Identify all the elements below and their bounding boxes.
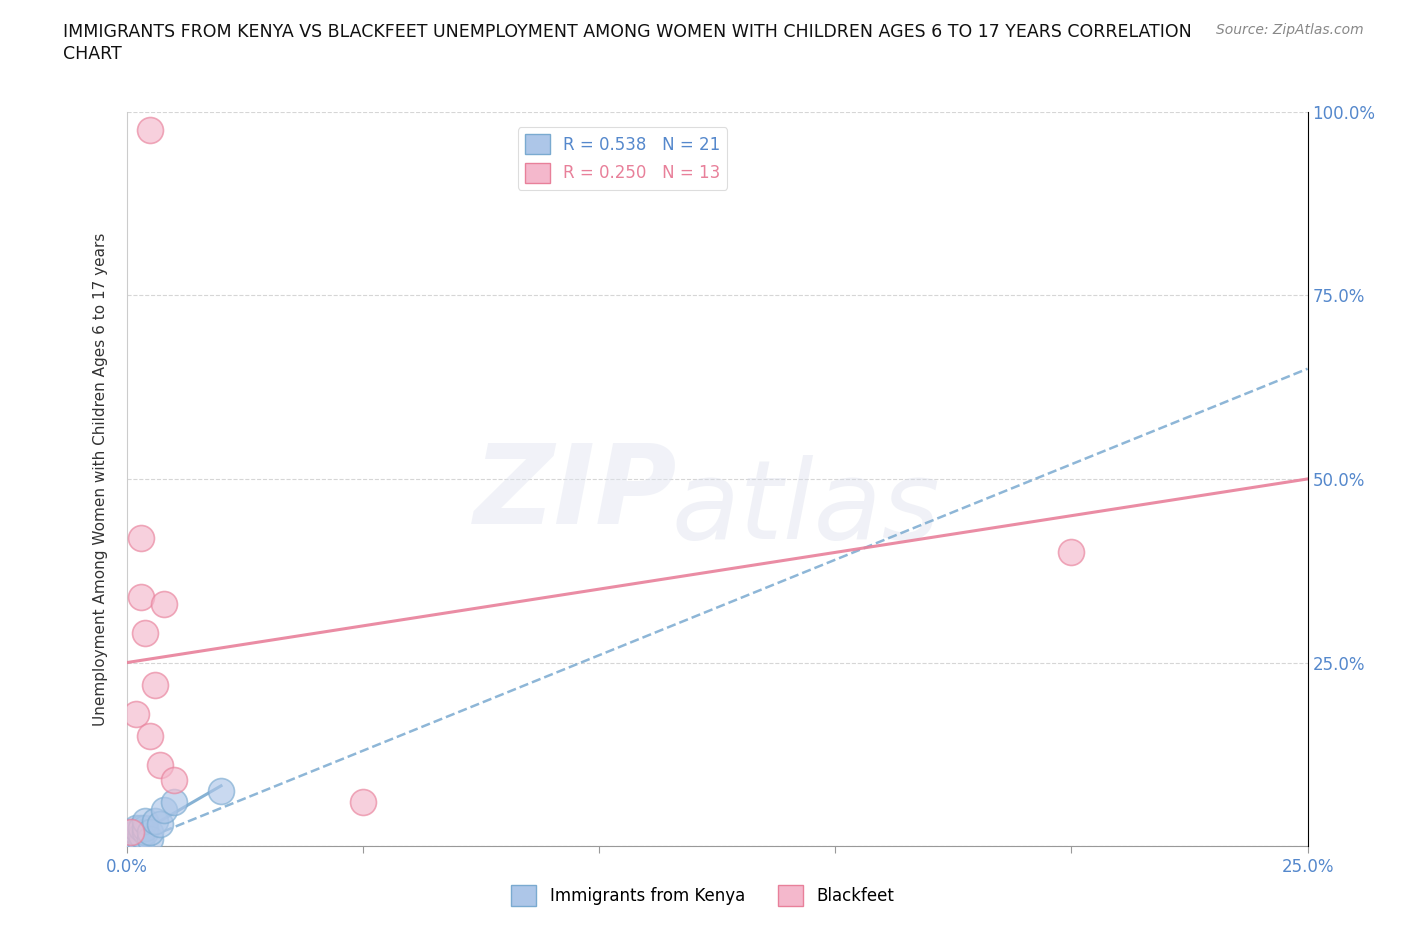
Point bbox=[129, 828, 152, 843]
Text: Source: ZipAtlas.com: Source: ZipAtlas.com bbox=[1216, 23, 1364, 37]
Point bbox=[149, 817, 172, 831]
Text: atlas: atlas bbox=[671, 455, 941, 562]
Legend: R = 0.538   N = 21, R = 0.250   N = 13: R = 0.538 N = 21, R = 0.250 N = 13 bbox=[519, 127, 727, 190]
Point bbox=[129, 820, 152, 835]
Point bbox=[120, 824, 142, 839]
Point bbox=[120, 824, 142, 839]
Point bbox=[143, 677, 166, 692]
Point bbox=[134, 820, 156, 835]
Text: CHART: CHART bbox=[63, 45, 122, 62]
Point bbox=[125, 831, 148, 846]
Point bbox=[129, 530, 152, 545]
Point bbox=[153, 596, 176, 611]
Text: ZIP: ZIP bbox=[474, 440, 678, 547]
Point bbox=[139, 824, 162, 839]
Point bbox=[139, 123, 162, 138]
Point bbox=[163, 773, 186, 788]
Point bbox=[209, 784, 232, 799]
Point bbox=[1060, 545, 1083, 560]
Point bbox=[125, 824, 148, 839]
Point bbox=[134, 824, 156, 839]
Point bbox=[153, 802, 176, 817]
Point bbox=[352, 795, 374, 810]
Point bbox=[129, 835, 152, 850]
Point bbox=[139, 831, 162, 846]
Point bbox=[134, 813, 156, 828]
Text: IMMIGRANTS FROM KENYA VS BLACKFEET UNEMPLOYMENT AMONG WOMEN WITH CHILDREN AGES 6: IMMIGRANTS FROM KENYA VS BLACKFEET UNEMP… bbox=[63, 23, 1192, 41]
Point bbox=[120, 835, 142, 850]
Point bbox=[125, 835, 148, 850]
Point bbox=[125, 820, 148, 835]
Legend: Immigrants from Kenya, Blackfeet: Immigrants from Kenya, Blackfeet bbox=[505, 879, 901, 912]
Point bbox=[143, 813, 166, 828]
Point bbox=[134, 626, 156, 641]
Point bbox=[120, 831, 142, 846]
Point bbox=[120, 828, 142, 843]
Point bbox=[149, 758, 172, 773]
Y-axis label: Unemployment Among Women with Children Ages 6 to 17 years: Unemployment Among Women with Children A… bbox=[93, 232, 108, 725]
Point bbox=[163, 795, 186, 810]
Point bbox=[125, 707, 148, 722]
Point bbox=[139, 729, 162, 744]
Point bbox=[129, 589, 152, 604]
